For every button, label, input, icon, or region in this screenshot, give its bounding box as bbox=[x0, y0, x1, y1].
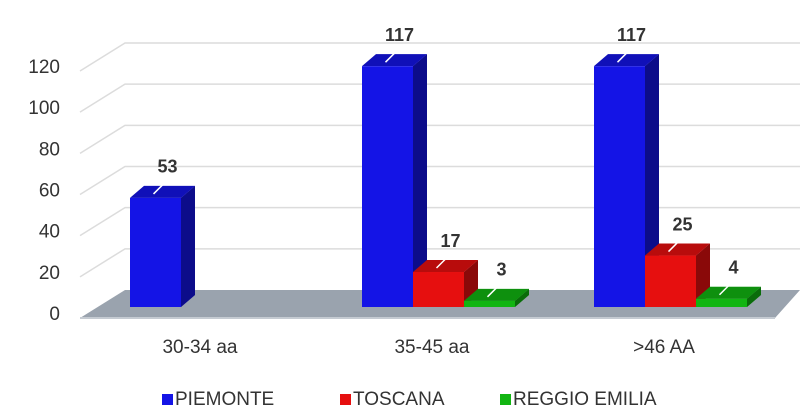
bar-front bbox=[645, 255, 696, 307]
bar-top bbox=[696, 286, 761, 299]
legend-label: PIEMONTE bbox=[175, 389, 274, 410]
bar-front bbox=[594, 66, 645, 307]
bar-front bbox=[696, 298, 747, 307]
bar-side bbox=[747, 286, 761, 307]
y-tick-label: 20 bbox=[39, 263, 60, 284]
y-tick-label: 120 bbox=[28, 57, 60, 78]
leader-line bbox=[384, 49, 399, 63]
bar bbox=[464, 288, 529, 307]
bar-side bbox=[645, 54, 659, 307]
bar bbox=[594, 54, 659, 307]
bar-front bbox=[362, 66, 413, 307]
bar-front bbox=[464, 300, 515, 307]
leader-line bbox=[152, 181, 167, 195]
bar bbox=[413, 260, 478, 307]
x-tick-label: 35-45 aa bbox=[394, 337, 469, 358]
grid-line bbox=[79, 165, 800, 196]
leader-line bbox=[486, 284, 501, 298]
grid-line bbox=[79, 206, 800, 237]
value-label: 53 bbox=[157, 157, 177, 177]
y-tick-label: 40 bbox=[39, 222, 60, 243]
value-label: 117 bbox=[385, 25, 414, 45]
grid-line bbox=[79, 83, 800, 113]
bar-side bbox=[181, 185, 195, 307]
bar-side-shade bbox=[645, 54, 659, 307]
legend-label: TOSCANA bbox=[353, 389, 445, 410]
bar-top bbox=[464, 288, 529, 301]
value-label: 25 bbox=[672, 214, 692, 234]
bar bbox=[696, 286, 761, 307]
bar-top-shade bbox=[645, 243, 710, 256]
bar bbox=[130, 185, 195, 307]
bar-top-shade bbox=[362, 54, 427, 67]
grid-line bbox=[79, 42, 800, 72]
bar-top bbox=[130, 185, 195, 198]
bar-side-shade bbox=[413, 54, 427, 307]
bar-front bbox=[130, 197, 181, 307]
x-tick-label: 30-34 aa bbox=[162, 337, 237, 358]
x-tick-label: >46 AA bbox=[633, 337, 695, 358]
leader-line bbox=[718, 282, 733, 296]
value-label: 3 bbox=[496, 260, 506, 280]
leader-line bbox=[667, 239, 682, 253]
bar-top bbox=[413, 260, 478, 273]
bar-top-shade bbox=[464, 288, 529, 301]
bar-side bbox=[413, 54, 427, 307]
y-tick-label: 60 bbox=[39, 181, 60, 202]
value-label: 17 bbox=[440, 231, 460, 251]
bar-side bbox=[515, 288, 529, 307]
legend-swatch bbox=[162, 394, 173, 405]
bar-side-shade bbox=[747, 286, 761, 307]
bar bbox=[362, 54, 427, 307]
grid-line bbox=[79, 124, 800, 154]
bar-top-shade bbox=[413, 260, 478, 273]
leader-line bbox=[616, 49, 631, 63]
bar-top-shade bbox=[696, 286, 761, 299]
value-label: 4 bbox=[728, 258, 738, 278]
leader-line bbox=[435, 255, 450, 269]
value-label: 117 bbox=[617, 25, 646, 45]
bar-top bbox=[645, 243, 710, 256]
y-tick-label: 100 bbox=[28, 98, 60, 119]
bar-front bbox=[413, 272, 464, 307]
grid-line bbox=[79, 248, 800, 278]
bar-side-shade bbox=[515, 288, 529, 307]
legend-swatch bbox=[340, 394, 351, 405]
legend-swatch bbox=[500, 394, 511, 405]
y-tick-label: 0 bbox=[49, 304, 60, 325]
y-tick-label: 80 bbox=[39, 139, 60, 160]
legend-label: REGGIO EMILIA bbox=[513, 389, 657, 410]
bar-side-shade bbox=[181, 185, 195, 307]
bar-top-shade bbox=[130, 185, 195, 198]
bar-top bbox=[362, 54, 427, 67]
bar-top bbox=[594, 54, 659, 67]
bar-top-shade bbox=[594, 54, 659, 67]
